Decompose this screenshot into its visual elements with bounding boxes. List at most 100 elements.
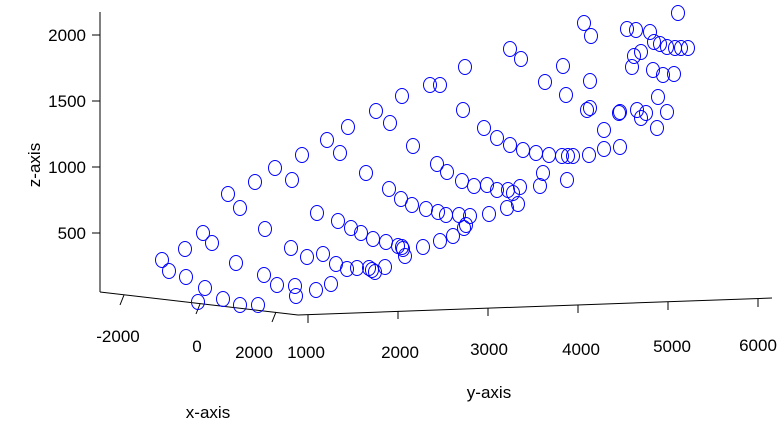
z-tick-label: 500 [58, 224, 86, 243]
data-point [482, 206, 496, 222]
data-point [516, 142, 530, 158]
data-point [340, 261, 354, 277]
data-point [560, 172, 574, 188]
data-point [627, 48, 641, 64]
data-point [667, 66, 681, 82]
data-point [583, 73, 597, 89]
data-point [433, 77, 447, 93]
data-point [309, 282, 323, 298]
data-point [398, 248, 412, 264]
data-point [233, 200, 247, 216]
data-point [513, 179, 527, 195]
data-point [268, 160, 282, 176]
data-point [538, 74, 552, 90]
data-point [395, 88, 409, 104]
data-point [647, 34, 661, 50]
data-point [300, 249, 314, 265]
data-point [423, 77, 437, 93]
data-point [503, 137, 517, 153]
data-point [634, 110, 648, 126]
data-point [320, 132, 334, 148]
data-point [419, 201, 433, 217]
data-point [480, 177, 494, 193]
data-point [630, 102, 644, 118]
data-point [459, 217, 473, 233]
data-point [656, 67, 670, 83]
data-point [344, 220, 358, 236]
data-point [529, 145, 543, 161]
data-point [359, 165, 373, 181]
data-point [536, 165, 550, 181]
data-point [440, 164, 454, 180]
data-point [542, 147, 556, 163]
data-point [566, 148, 580, 164]
data-point [555, 148, 569, 164]
data-point [289, 288, 303, 304]
data-point [629, 22, 643, 38]
x-tick-label: 2000 [235, 343, 273, 362]
data-point [651, 89, 665, 105]
data-point [597, 141, 611, 157]
data-point [333, 145, 347, 161]
data-point [382, 181, 396, 197]
data-point [430, 156, 444, 172]
data-point [561, 148, 575, 164]
data-point [288, 278, 302, 294]
data-point [463, 208, 477, 224]
data-point [396, 241, 410, 257]
data-point [503, 41, 517, 57]
data-point [354, 225, 368, 241]
data-point [257, 267, 271, 283]
data-point [490, 182, 504, 198]
scatter-markers [155, 5, 695, 313]
data-point [233, 297, 247, 313]
data-point [674, 40, 688, 56]
data-point [613, 104, 627, 120]
data-point [455, 173, 469, 189]
data-point [653, 36, 667, 52]
data-point [490, 130, 504, 146]
y-axis-title: y-axis [467, 383, 511, 402]
z-axis-title: z-axis [25, 143, 44, 187]
data-point [405, 197, 419, 213]
data-point [582, 147, 596, 163]
data-point [439, 207, 453, 223]
data-point [511, 196, 525, 212]
data-point [251, 297, 265, 313]
data-point [613, 139, 627, 155]
data-point [583, 100, 597, 116]
data-point [467, 178, 481, 194]
data-point [500, 200, 514, 216]
x-tick-label: 0 [192, 337, 201, 356]
data-point [620, 21, 634, 37]
data-point [270, 277, 284, 293]
data-point [341, 119, 355, 135]
data-point [646, 62, 660, 78]
data-point [580, 102, 594, 118]
data-point [634, 44, 648, 60]
data-point [625, 59, 639, 75]
data-point [191, 294, 205, 310]
data-point [383, 115, 397, 131]
y-tick-label: 3000 [470, 340, 508, 359]
z-tick-label: 1500 [48, 92, 86, 111]
data-point [155, 252, 169, 268]
data-point [162, 263, 176, 279]
data-point [295, 147, 309, 163]
data-point [178, 241, 192, 257]
data-point [379, 234, 393, 250]
z-tick-label: 2000 [48, 26, 86, 45]
data-point [368, 264, 382, 280]
data-point [406, 138, 420, 154]
data-point [639, 105, 653, 121]
data-point [205, 235, 219, 251]
data-point [395, 239, 409, 255]
data-point [643, 24, 657, 40]
data-point [366, 231, 380, 247]
data-point [597, 122, 611, 138]
data-point [506, 185, 520, 201]
y-axis-line [297, 297, 773, 316]
data-point [452, 207, 466, 223]
data-point [671, 5, 685, 21]
